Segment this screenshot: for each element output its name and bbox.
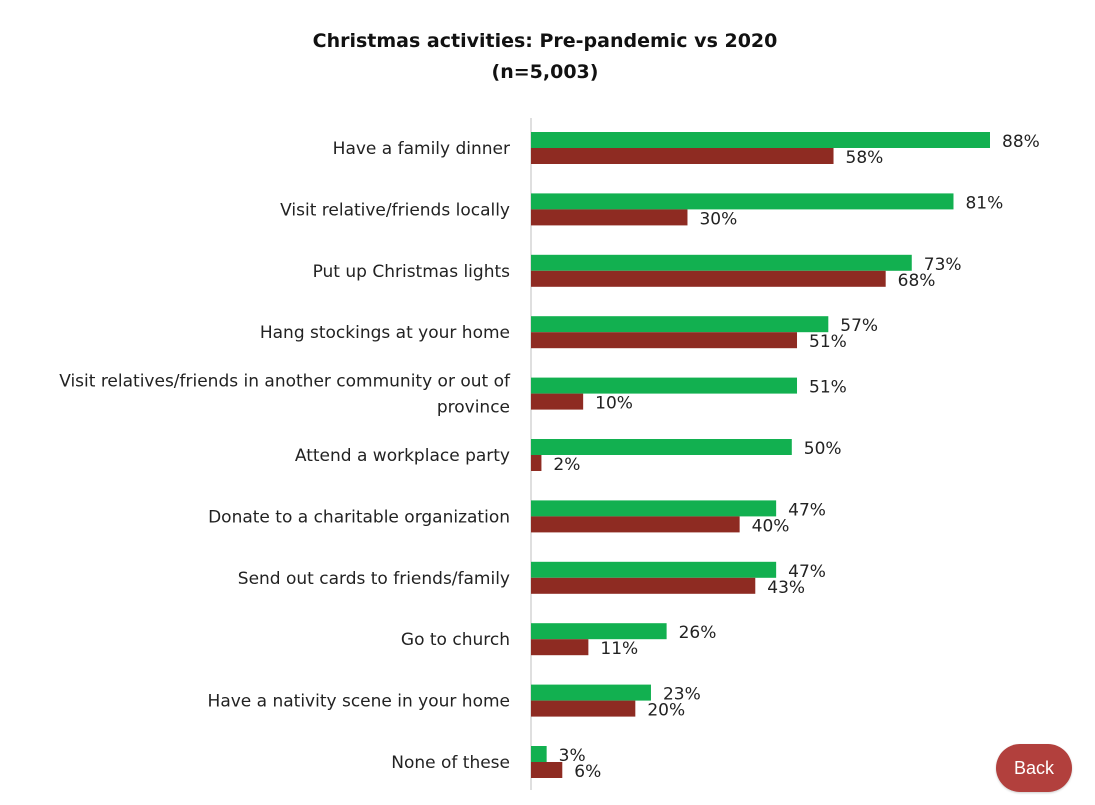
category-label: province — [437, 398, 510, 418]
bar-series-2 — [531, 332, 798, 349]
bar-series-1 — [531, 377, 798, 394]
category-label: Send out cards to friends/family — [238, 569, 510, 589]
data-label: 50% — [804, 439, 842, 459]
category-label: Visit relatives/friends in another commu… — [59, 372, 511, 392]
data-label: 11% — [600, 639, 638, 659]
chart-title-line: Christmas activities: Pre-pandemic vs 20… — [312, 30, 778, 52]
bar-series-2 — [531, 577, 756, 594]
category-label: None of these — [391, 753, 510, 773]
data-label: 81% — [965, 193, 1003, 213]
data-label: 47% — [788, 562, 826, 582]
chart-subtitle: (n=5,003) — [491, 61, 599, 83]
category-label: Donate to a charitable organization — [208, 507, 510, 527]
data-label: 73% — [924, 255, 962, 275]
data-label: 20% — [647, 701, 685, 721]
data-label: 10% — [595, 394, 633, 414]
data-label: 51% — [809, 378, 847, 398]
bar-series-2 — [531, 393, 584, 410]
bar-series-1 — [531, 254, 912, 271]
data-label: 51% — [809, 332, 847, 352]
data-label: 26% — [679, 623, 717, 643]
data-label: 23% — [663, 685, 701, 705]
data-label: 6% — [574, 762, 601, 782]
category-label: Hang stockings at your home — [260, 323, 510, 343]
bar-series-1 — [531, 500, 777, 517]
bar-series-1 — [531, 316, 829, 333]
bar-series-2 — [531, 455, 542, 471]
category-label: Attend a workplace party — [295, 446, 510, 466]
bar-series-1 — [531, 623, 667, 640]
bar-series-1 — [531, 746, 547, 762]
chart-title: Christmas activities: Pre-pandemic vs 20… — [0, 26, 1090, 88]
category-label: Visit relative/friends locally — [280, 200, 510, 220]
bar-series-1 — [531, 561, 777, 578]
data-label: 47% — [788, 500, 826, 520]
data-label: 43% — [767, 578, 805, 598]
category-label: Have a family dinner — [333, 139, 510, 159]
category-label: Go to church — [401, 630, 510, 650]
bar-series-2 — [531, 209, 688, 226]
bar-series-1 — [531, 684, 651, 701]
category-label: Have a nativity scene in your home — [208, 692, 510, 712]
bar-series-2 — [531, 700, 636, 717]
bar-series-2 — [531, 516, 740, 533]
data-label: 88% — [1002, 132, 1040, 152]
data-label: 68% — [898, 271, 936, 291]
bar-series-1 — [531, 193, 954, 210]
data-label: 30% — [699, 209, 737, 229]
data-label: 2% — [553, 455, 580, 475]
bar-series-2 — [531, 762, 563, 778]
bar-series-1 — [531, 132, 990, 148]
bar-series-2 — [531, 270, 886, 287]
back-button[interactable]: Back — [996, 744, 1072, 792]
data-label: 57% — [840, 316, 878, 336]
bar-series-2 — [531, 639, 589, 656]
data-label: 40% — [752, 516, 790, 536]
bar-series-2 — [531, 148, 834, 164]
data-label: 3% — [559, 746, 586, 766]
category-label: Put up Christmas lights — [313, 262, 511, 282]
bar-series-1 — [531, 439, 792, 455]
data-label: 58% — [846, 148, 884, 168]
